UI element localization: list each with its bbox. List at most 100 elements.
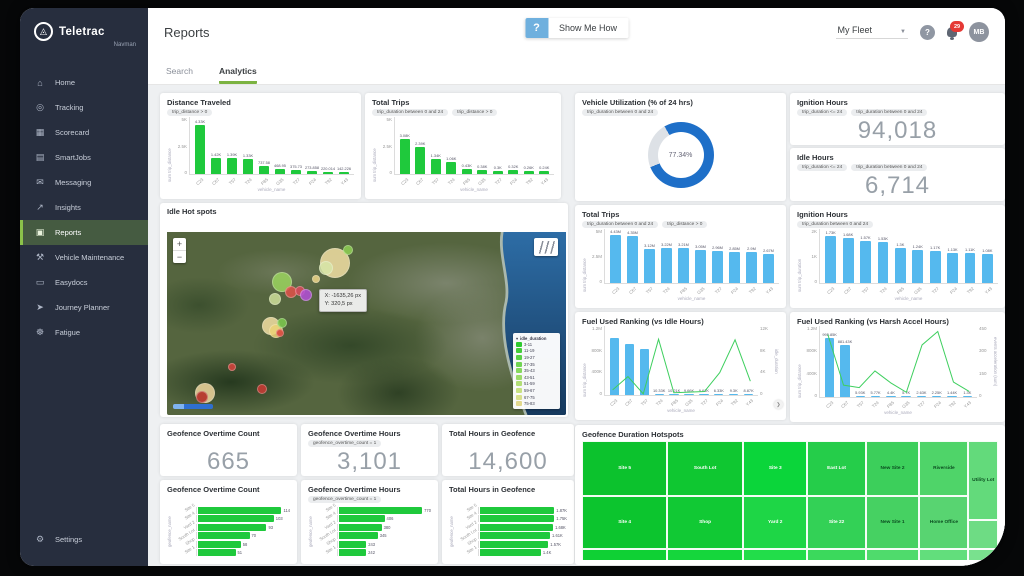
treemap-cell-utility-lot[interactable]: Utility Lot (968, 441, 998, 520)
sidebar-item-journey-planner[interactable]: ➤ Journey Planner (20, 295, 148, 320)
map-bubble[interactable] (256, 384, 267, 395)
map-bubble[interactable] (276, 317, 287, 328)
bar-shop[interactable] (480, 540, 549, 548)
bar-G35[interactable] (912, 249, 924, 283)
filter-chip[interactable]: trip_distance > 0 (167, 109, 213, 116)
zoom-out-button[interactable]: − (176, 252, 183, 262)
treemap-cell-site-4[interactable]: Site 4 (582, 495, 668, 550)
bar-G35[interactable] (275, 168, 285, 174)
map-bubble[interactable] (268, 292, 281, 305)
bar-site-4[interactable] (480, 515, 555, 523)
treemap-cell-east-lot[interactable]: East Lot (807, 441, 866, 496)
bar-C67[interactable] (840, 344, 850, 397)
treemap-cell[interactable] (865, 549, 920, 560)
sidebar-item-settings[interactable]: ⚙ Settings (20, 527, 162, 552)
bar-T57[interactable] (639, 349, 649, 395)
filter-chip[interactable]: trip_duration between 0 and 24 (582, 109, 659, 116)
bar-P85[interactable] (669, 394, 679, 395)
bar-Y43[interactable] (743, 394, 754, 395)
treemap-cell[interactable] (807, 549, 866, 560)
bar-T57[interactable] (644, 249, 655, 283)
bar-G35[interactable] (477, 169, 488, 174)
sidebar-item-easydocs[interactable]: ▭ Easydocs (20, 270, 148, 295)
bar-C23[interactable] (610, 235, 621, 283)
bar-P85[interactable] (894, 247, 906, 283)
filter-chip[interactable]: trip_duration between 0 and 24 (797, 221, 874, 228)
bar-P85[interactable] (678, 248, 689, 283)
bar-T92[interactable] (323, 171, 333, 174)
show-me-how-button[interactable]: ? Show Me How (524, 18, 629, 38)
treemap-cell-riverside[interactable]: Riverside (919, 441, 969, 496)
bar-P24[interactable] (729, 252, 740, 283)
bar-P85[interactable] (461, 169, 472, 174)
filter-chip[interactable]: trip_duration between 0 and 24 (851, 164, 928, 171)
bar-T27[interactable] (699, 394, 709, 395)
bar-C67[interactable] (624, 344, 634, 395)
treemap-cell[interactable] (667, 549, 743, 560)
treemap-cell[interactable] (582, 549, 668, 560)
sidebar-item-fatigue[interactable]: ☸ Fatigue (20, 320, 148, 345)
map-bubble[interactable] (275, 328, 284, 337)
bar-T24[interactable] (661, 248, 672, 283)
bar-T27[interactable] (712, 251, 723, 283)
bar-south-lot[interactable] (480, 532, 551, 540)
bar-site-1[interactable] (480, 549, 541, 557)
sidebar-item-messaging[interactable]: ✉ Messaging (20, 170, 148, 195)
idle-hot-spots-map[interactable]: + − X: -1635,26 px Y: 320,5 px ▾ idle_duratio… (167, 216, 566, 415)
map-bubble[interactable] (319, 261, 334, 276)
filter-chip[interactable]: trip_distance > 0 (452, 109, 498, 116)
sidebar-item-smartjobs[interactable]: ▤ SmartJobs (20, 145, 148, 170)
treemap-cell[interactable] (968, 519, 998, 550)
bar-shop[interactable] (198, 540, 241, 548)
bar-G35[interactable] (695, 250, 706, 283)
bar-C23[interactable] (195, 124, 205, 174)
filter-chip[interactable]: trip_distance > 0 (662, 221, 708, 228)
bar-T92[interactable] (964, 253, 976, 283)
bar-P24[interactable] (947, 252, 958, 283)
bar-site-4[interactable] (339, 515, 385, 523)
bar-P24[interactable] (931, 396, 942, 397)
bar-T57[interactable] (855, 396, 865, 397)
bar-site-1[interactable] (198, 549, 236, 557)
treemap-cell-site-22[interactable]: Site 22 (807, 495, 866, 550)
bar-T92[interactable] (523, 171, 534, 174)
treemap-cell-site-3[interactable]: Site 3 (742, 441, 808, 496)
tab-analytics[interactable]: Analytics (218, 66, 257, 84)
bar-Y43[interactable] (763, 254, 774, 283)
sidebar-item-insights[interactable]: ↗ Insights (20, 195, 148, 220)
treemap-cell-new-site-1[interactable]: New Site 1 (865, 495, 920, 550)
bar-C23[interactable] (825, 236, 837, 283)
bar-yard-2[interactable] (339, 523, 382, 531)
bar-south-lot[interactable] (339, 532, 378, 540)
bar-yard-2[interactable] (480, 523, 554, 531)
bar-P85[interactable] (886, 396, 896, 397)
bar-shop[interactable] (339, 540, 367, 548)
sidebar-item-home[interactable]: ⌂ Home (20, 70, 148, 95)
avatar[interactable]: MB (969, 22, 989, 42)
bar-T92[interactable] (746, 251, 757, 283)
bar-site-5[interactable] (198, 506, 282, 514)
bar-C23[interactable] (824, 338, 835, 397)
bar-T24[interactable] (870, 396, 881, 397)
bar-G35[interactable] (684, 394, 694, 395)
filter-chip[interactable]: trip_duration between 0 and 24 (582, 221, 659, 228)
bar-site-4[interactable] (198, 515, 274, 523)
bar-T24[interactable] (877, 241, 889, 283)
bar-T27[interactable] (492, 170, 503, 174)
filter-chip[interactable]: geofence_overtime_count = 1 (308, 496, 382, 503)
bar-T27[interactable] (929, 251, 941, 283)
help-button[interactable]: ? (920, 24, 935, 40)
map-bubble[interactable] (228, 362, 237, 371)
fleet-selector[interactable]: My Fleet ▼ (835, 25, 908, 39)
next-page-arrow[interactable]: ❯ (774, 400, 783, 409)
bar-T92[interactable] (947, 396, 957, 397)
filter-chip[interactable]: trip_duration between 0 and 24 (851, 109, 928, 116)
bar-Y43[interactable] (339, 172, 349, 174)
bar-C67[interactable] (211, 157, 221, 174)
bar-T24[interactable] (446, 161, 457, 174)
bar-P85[interactable] (259, 165, 269, 174)
bar-T24[interactable] (243, 158, 253, 174)
sidebar-item-scorecard[interactable]: ▦ Scorecard (20, 120, 148, 145)
bar-C67[interactable] (415, 146, 426, 174)
treemap-cell-yard-2[interactable]: Yard 2 (742, 495, 808, 550)
